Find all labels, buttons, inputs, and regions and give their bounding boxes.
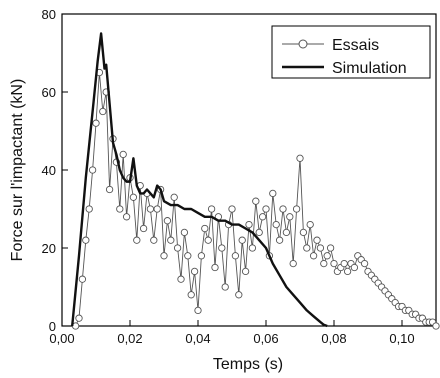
essais-point xyxy=(262,205,270,213)
y-tick-label: 20 xyxy=(42,241,56,256)
y-tick-label: 80 xyxy=(42,7,56,22)
legend-essais-marker xyxy=(298,39,308,49)
essais-point xyxy=(129,193,138,201)
essais-point xyxy=(231,252,240,260)
essais-point xyxy=(105,185,114,194)
essais-point xyxy=(85,205,93,213)
legend-simulation-label: Simulation xyxy=(332,60,407,77)
y-tick-label: 60 xyxy=(42,85,56,100)
essais-point xyxy=(275,236,284,244)
essais-point xyxy=(167,236,175,244)
essais-point xyxy=(146,205,155,213)
essais-point xyxy=(235,291,243,299)
essais-point xyxy=(360,259,369,268)
essais-point xyxy=(139,224,148,233)
essais-point xyxy=(190,267,199,276)
simulation-line xyxy=(71,32,328,328)
essais-point xyxy=(241,267,250,276)
essais-point xyxy=(255,228,263,237)
essais-point xyxy=(320,259,328,268)
x-tick-label: 0,02 xyxy=(117,331,142,346)
essais-point xyxy=(282,228,291,237)
y-axis-label: Force sur l'impactant (kN) xyxy=(9,79,26,262)
essais-point xyxy=(78,275,87,283)
essais-point xyxy=(150,236,158,244)
essais-point xyxy=(323,252,331,260)
essais-point xyxy=(218,244,226,252)
essais-point xyxy=(296,154,304,162)
essais-point xyxy=(160,252,168,260)
essais-point xyxy=(177,275,185,283)
essais-point xyxy=(306,220,314,229)
essais-point xyxy=(82,236,90,244)
essais-point xyxy=(350,263,359,272)
x-axis-label: Temps (s) xyxy=(213,356,283,373)
essais-point xyxy=(248,244,257,252)
essais-point xyxy=(99,107,107,116)
essais-point xyxy=(204,236,212,244)
essais-point xyxy=(340,259,348,268)
essais-point xyxy=(245,220,253,229)
essais-point xyxy=(197,252,206,260)
x-tick-label: 0,04 xyxy=(185,331,210,346)
essais-point xyxy=(122,213,131,221)
essais-point xyxy=(326,244,335,252)
essais-point xyxy=(194,306,202,315)
essais-point xyxy=(258,213,267,221)
essais-point xyxy=(330,259,338,268)
y-tick-label: 0 xyxy=(49,319,56,334)
series-essais xyxy=(71,68,440,330)
essais-point xyxy=(228,205,236,213)
essais-point xyxy=(238,236,246,244)
essais-point xyxy=(313,236,321,244)
x-tick-label: 0,10 xyxy=(389,331,414,346)
essais-point xyxy=(187,291,195,299)
essais-point xyxy=(211,263,219,272)
essais-point xyxy=(170,193,178,201)
essais-point xyxy=(201,224,209,233)
essais-point xyxy=(299,228,308,237)
essais-point xyxy=(269,189,277,198)
essais-point xyxy=(286,213,294,221)
essais-point xyxy=(75,314,83,322)
axis-ticks: 0,00 0,02 0,04 0,06 0,08 0,10 0 20 40 60 80 xyxy=(42,7,415,346)
essais-point xyxy=(180,228,189,237)
essais-point xyxy=(432,322,440,330)
essais-point xyxy=(309,252,318,260)
essais-point xyxy=(119,150,127,159)
essais-point xyxy=(289,259,297,268)
y-tick-label: 40 xyxy=(42,163,56,178)
essais-point xyxy=(279,205,287,213)
legend-box xyxy=(271,25,431,79)
series-simulation xyxy=(71,32,328,328)
essais-point xyxy=(303,244,311,252)
essais-point xyxy=(92,119,100,127)
essais-point xyxy=(292,205,301,213)
essais-point xyxy=(184,252,192,260)
essais-point xyxy=(272,220,280,229)
essais-point xyxy=(221,283,229,291)
x-tick-label: 0,06 xyxy=(253,331,278,346)
essais-point xyxy=(116,205,124,213)
essais-point xyxy=(252,197,260,205)
essais-point xyxy=(343,267,352,276)
x-tick-label: 0,08 xyxy=(321,331,346,346)
legend: Essais Simulation xyxy=(271,25,431,79)
essais-point xyxy=(207,205,216,213)
essais-point xyxy=(173,244,182,252)
essais-point xyxy=(153,205,161,213)
x-tick-label: 0,00 xyxy=(49,331,74,346)
essais-point xyxy=(316,244,325,252)
essais-point xyxy=(163,217,172,225)
essais-point xyxy=(133,236,141,244)
legend-essais-label: Essais xyxy=(332,37,379,54)
essais-point xyxy=(88,166,97,174)
